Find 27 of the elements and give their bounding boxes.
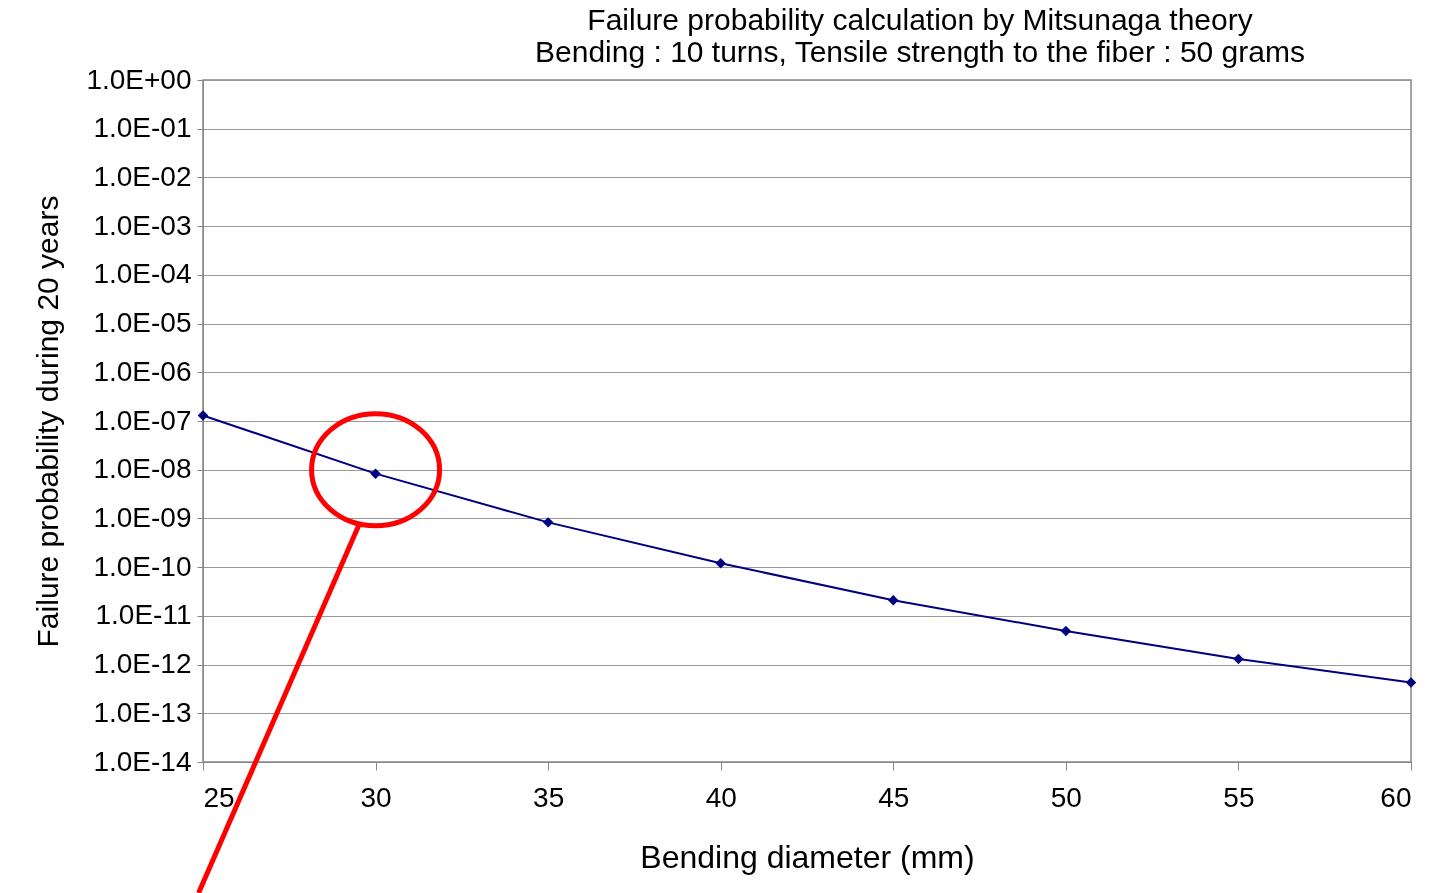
- y-tick-label: 1.0E-09: [93, 501, 192, 533]
- x-axis-title: Bending diameter (mm): [640, 838, 975, 875]
- y-tick-label: 1.0E-06: [93, 355, 192, 387]
- x-tick-label: 40: [705, 781, 737, 813]
- y-tick-label: 1.0E-08: [93, 453, 192, 485]
- y-tick-label: 1.0E-01: [93, 112, 192, 144]
- chart-title: Failure probability calculation by Mitsunaga theory: [587, 3, 1253, 36]
- y-axis-title: Failure probability during 20 years: [31, 195, 65, 648]
- y-tick-label: 1.0E-11: [95, 599, 192, 631]
- y-tick-label: 1.0E-12: [93, 648, 192, 680]
- y-tick-label: 1.0E-10: [93, 550, 192, 582]
- y-tick-label: 1.0E-13: [93, 696, 192, 728]
- x-tick-label: 25: [203, 781, 235, 813]
- x-tick-label: 50: [1050, 781, 1082, 813]
- y-tick-label: 1.0E-05: [93, 307, 192, 339]
- chart-subtitle: Bending : 10 turns, Tensile strength to the fiber : 50 grams: [535, 35, 1305, 68]
- y-tick-label: 1.0E-14: [93, 745, 192, 777]
- y-tick-label: 1.0E-04: [93, 258, 192, 290]
- y-tick-label: 1.0E-02: [93, 160, 192, 192]
- x-tick-label: 30: [360, 781, 392, 813]
- y-tick-label: 1.0E-07: [93, 404, 192, 436]
- x-tick-label: 35: [533, 781, 565, 813]
- x-tick-label: 55: [1223, 781, 1255, 813]
- x-tick-label: 60: [1380, 781, 1412, 813]
- x-tick-label: 45: [878, 781, 910, 813]
- y-tick-label: 1.0E+00: [86, 63, 192, 95]
- y-tick-label: 1.0E-03: [93, 209, 192, 241]
